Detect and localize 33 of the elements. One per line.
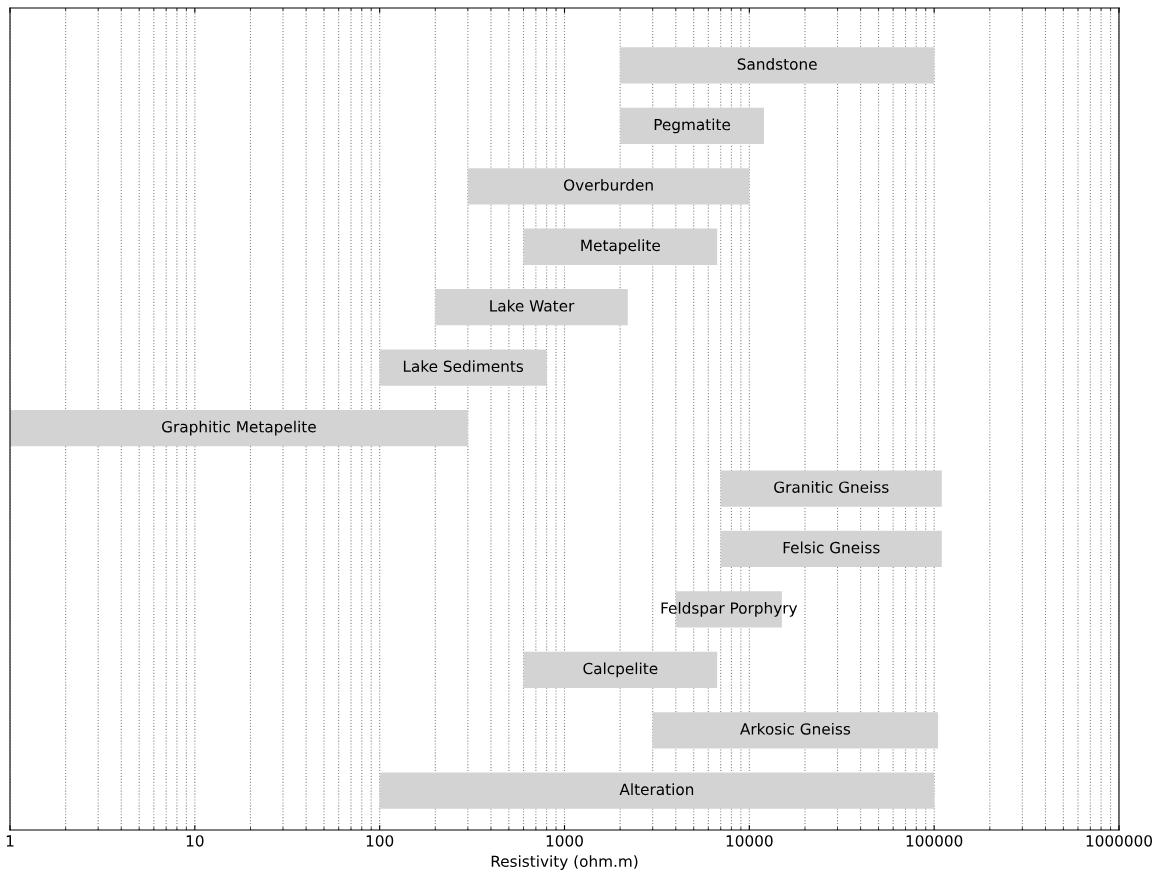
x-tick-label: 1000000 (1086, 835, 1153, 847)
x-axis-title: Resistivity (ohm.m) (491, 855, 638, 870)
bar (720, 470, 942, 507)
x-tick-label: 100000 (906, 835, 963, 847)
y-tick-label: Graphitic Metapelite (162, 420, 316, 436)
bar (523, 651, 718, 688)
y-tick-label: Feldspar Porphyry (661, 602, 798, 617)
y-tick-label: Felsic Gneiss (783, 541, 880, 554)
y-tick-label: Sandstone (737, 58, 817, 70)
bar (720, 530, 942, 568)
y-tick-label: Lake Sediments (403, 360, 524, 373)
bar (379, 349, 547, 386)
y-tick-label: Alteration (619, 783, 694, 796)
bar (652, 712, 939, 749)
bar (435, 289, 628, 326)
x-tick-label: 1 (6, 835, 14, 847)
y-tick-label: Pegmatite (654, 118, 731, 134)
x-tick-label: 100 (366, 835, 394, 847)
bar (620, 107, 764, 144)
bar (523, 228, 718, 265)
x-tick-label: 1000 (546, 835, 583, 847)
y-tick-label: Granitic Gneiss (774, 481, 889, 493)
bar (620, 47, 935, 84)
y-tick-label: Arkosic Gneiss (740, 722, 851, 735)
y-tick-label: Lake Water (490, 299, 575, 312)
y-tick-label: Calcpelite (583, 662, 658, 678)
bar (10, 409, 468, 447)
y-tick-label: Metapelite (581, 239, 660, 255)
bar (379, 772, 935, 809)
x-tick-label: 10000 (726, 835, 773, 847)
x-tick-label: 10 (186, 835, 204, 847)
bar (467, 168, 750, 205)
y-tick-label: Overburden (563, 178, 653, 191)
